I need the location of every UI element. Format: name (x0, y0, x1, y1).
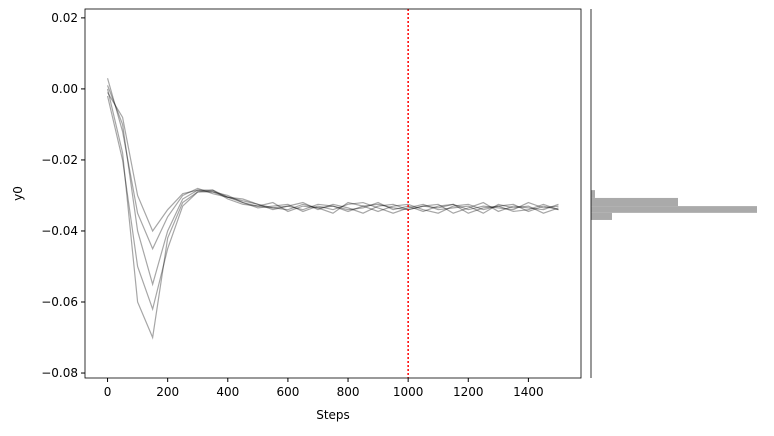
y-tick-label: −0.08 (41, 366, 78, 380)
trace-line (107, 92, 559, 233)
histogram-bar (591, 212, 612, 220)
x-tick-label: 800 (337, 385, 360, 399)
y-tick-label: 0.00 (51, 82, 78, 96)
trace-line (106, 95, 559, 312)
x-tick-label: 1400 (513, 385, 544, 399)
histogram-bar (591, 190, 595, 198)
y-tick-label: −0.02 (41, 153, 78, 167)
y-tick-label: −0.06 (41, 295, 78, 309)
y-tick-label: 0.02 (51, 11, 78, 25)
plot-frame (84, 8, 582, 379)
trace-line (106, 85, 559, 287)
trace-line (106, 78, 559, 251)
x-tick-label: 1000 (393, 385, 424, 399)
x-tick-label: 0 (104, 385, 112, 399)
x-tick-label: 200 (156, 385, 179, 399)
x-tick-label: 1200 (453, 385, 484, 399)
y-axis-label: y0 (11, 186, 25, 201)
x-tick-label: 400 (216, 385, 239, 399)
histogram-bar (591, 206, 757, 213)
histogram-bar (591, 197, 678, 207)
x-tick-label: 600 (276, 385, 299, 399)
trace-line (106, 88, 559, 340)
y-tick-label: −0.04 (41, 224, 78, 238)
x-axis-label: Steps (316, 408, 350, 422)
